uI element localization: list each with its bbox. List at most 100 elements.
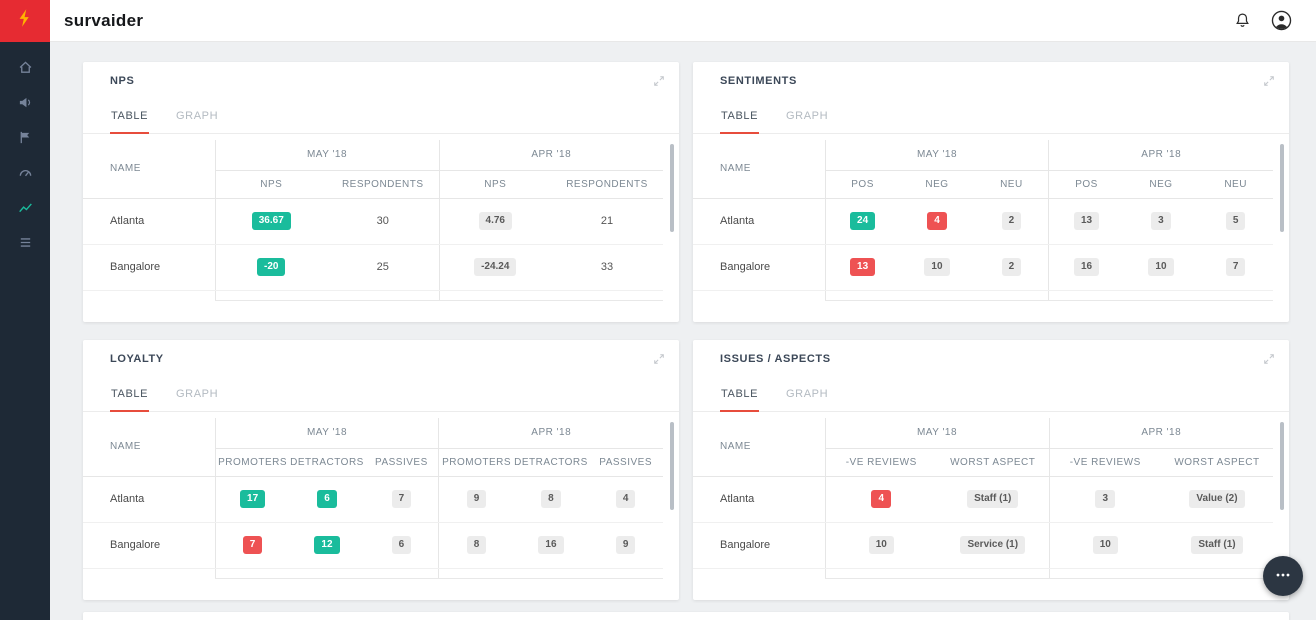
- value-badge-gray: 10: [924, 258, 950, 276]
- chat-fab-button[interactable]: [1263, 556, 1303, 596]
- chart-line-icon: [18, 200, 33, 220]
- sidebar-item-performance[interactable]: [0, 157, 50, 192]
- tab-graph-sentiments[interactable]: GRAPH: [786, 110, 829, 122]
- value-cell: 13: [1048, 198, 1124, 245]
- col-header-name: NAME: [693, 140, 825, 199]
- value-badge-gray: 10: [1148, 258, 1174, 276]
- card-tabs: TABLE GRAPH: [83, 100, 679, 134]
- card-header: LOYALTY: [83, 340, 679, 378]
- month-group-header: APR '18: [438, 140, 663, 171]
- tab-graph-nps[interactable]: GRAPH: [176, 110, 219, 122]
- sub-col-header: -VE REVIEWS: [824, 448, 937, 477]
- sidebar-item-announcements[interactable]: [0, 87, 50, 122]
- value-badge-green: -20: [257, 258, 286, 276]
- value-cell: 10: [824, 522, 937, 569]
- sidebar-item-home[interactable]: [0, 52, 50, 87]
- card-sentiments: SENTIMENTS TABLE GRAPH NAME MAY '18 APR '18…: [693, 62, 1289, 322]
- tab-table-sentiments[interactable]: TABLE: [720, 100, 760, 134]
- value-cell: -24.24: [438, 244, 551, 291]
- table-row: Atlanta 17 6 7 9 8 4: [83, 476, 663, 523]
- sub-col-header: RESPONDENTS: [327, 170, 439, 199]
- value-badge-gray: 8: [541, 490, 561, 508]
- vertical-scrollbar[interactable]: [1280, 422, 1284, 510]
- value-cell: 6: [289, 476, 365, 523]
- value-cell: 33: [551, 244, 663, 291]
- tab-graph-loyalty[interactable]: GRAPH: [176, 388, 219, 400]
- value-badge-gray: 6: [391, 536, 412, 554]
- card-header: ISSUES / ASPECTS: [693, 340, 1289, 378]
- value-badge-gray: 16: [1073, 258, 1100, 276]
- col-header-name: NAME: [83, 140, 215, 199]
- value-cell: 21: [551, 198, 663, 245]
- card-table: NAME MAY '18 APR '18 NPS RESPONDENTS NPS RESPO…: [83, 140, 679, 301]
- value-cell: Service (1): [937, 522, 1049, 569]
- table-row: Bangalore 10 Service (1) 10 Staff (1): [693, 522, 1273, 569]
- month-group-header: MAY '18: [214, 140, 439, 171]
- month-group-header: APR '18: [1048, 418, 1273, 449]
- user-avatar[interactable]: [1271, 10, 1292, 31]
- row-name: Bangalore: [83, 522, 215, 569]
- month-group-header: MAY '18: [824, 140, 1049, 171]
- table-row: Atlanta 24 4 2 13 3 5: [693, 198, 1273, 245]
- month-group-header: MAY '18: [214, 418, 439, 449]
- sub-col-header: POS: [824, 170, 900, 199]
- value-cell: 17: [214, 476, 290, 523]
- clipped-row: [693, 568, 1273, 579]
- expand-icon[interactable]: [1263, 353, 1275, 365]
- sub-col-header: NEG: [1123, 170, 1199, 199]
- value-badge-gray: 7: [1225, 258, 1246, 276]
- sidebar-item-campaigns[interactable]: [0, 122, 50, 157]
- col-header-name: NAME: [83, 418, 215, 477]
- expand-icon[interactable]: [1263, 75, 1275, 87]
- sidebar-item-analytics[interactable]: [0, 192, 50, 227]
- expand-icon[interactable]: [653, 353, 665, 365]
- value-cell: 3: [1048, 476, 1161, 523]
- tab-graph-issues-aspects[interactable]: GRAPH: [786, 388, 829, 400]
- vertical-scrollbar[interactable]: [670, 144, 674, 232]
- value-cell: 5: [1198, 198, 1273, 245]
- sidebar-item-reports[interactable]: [0, 227, 50, 262]
- table-row: Atlanta 4 Staff (1) 3 Value (2): [693, 476, 1273, 523]
- row-name: Bangalore: [693, 522, 825, 569]
- value-cell: 13: [824, 244, 900, 291]
- expand-icon[interactable]: [653, 75, 665, 87]
- sub-col-header: PROMOTERS: [438, 448, 514, 477]
- card-title: NPS: [110, 75, 135, 87]
- bell-icon[interactable]: [1234, 12, 1251, 29]
- value-badge-gray: 5: [1225, 212, 1246, 230]
- app-logo[interactable]: [0, 0, 50, 42]
- value-badge-gray: 10: [868, 536, 894, 554]
- clipped-row: [83, 568, 663, 579]
- value-cell: 4: [899, 198, 975, 245]
- tab-table-loyalty[interactable]: TABLE: [110, 378, 150, 412]
- value-cell: 7: [1198, 244, 1273, 291]
- value-cell: 16: [1048, 244, 1124, 291]
- value-badge-gray: 7: [391, 490, 412, 508]
- value-cell: 16: [513, 522, 589, 569]
- value-badge-green: 36.67: [251, 212, 291, 230]
- sub-col-header: NEG: [899, 170, 975, 199]
- value-cell: 9: [588, 522, 663, 569]
- sidebar: [0, 42, 50, 620]
- value-badge-gray: 16: [538, 536, 564, 554]
- value-cell: Value (2): [1161, 476, 1273, 523]
- value-badge-red: 13: [850, 258, 876, 276]
- value-cell: 9: [438, 476, 514, 523]
- vertical-scrollbar[interactable]: [1280, 144, 1284, 232]
- table-row: Bangalore 7 12 6 8 16 9: [83, 522, 663, 569]
- value-badge-gray: Value (2): [1189, 490, 1245, 508]
- card-title: ISSUES / ASPECTS: [720, 353, 831, 365]
- tab-table-nps[interactable]: TABLE: [110, 100, 150, 134]
- table-row: Bangalore 13 10 2 16 10 7: [693, 244, 1273, 291]
- value-badge-gray: 13: [1073, 212, 1100, 230]
- tab-table-issues-aspects[interactable]: TABLE: [720, 378, 760, 412]
- value-badge-red: 4: [927, 212, 947, 230]
- value-badge-gray: 3: [1151, 212, 1171, 230]
- vertical-scrollbar[interactable]: [670, 422, 674, 510]
- card-loyalty: LOYALTY TABLE GRAPH NAME MAY '18 APR '18 PRO…: [83, 340, 679, 600]
- value-cell: Staff (1): [937, 476, 1049, 523]
- dashboard-content: NPS TABLE GRAPH NAME MAY '18 APR '18 NPS RESP…: [50, 42, 1316, 620]
- card-nps: NPS TABLE GRAPH NAME MAY '18 APR '18 NPS RESP…: [83, 62, 679, 322]
- value-cell: 2: [974, 198, 1049, 245]
- value-cell: Staff (1): [1161, 522, 1273, 569]
